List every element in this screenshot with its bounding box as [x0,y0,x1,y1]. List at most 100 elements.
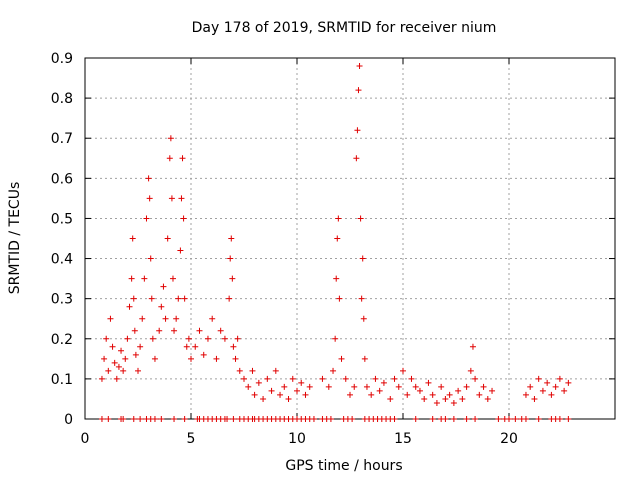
y-tick-label: 0.8 [51,91,73,107]
data-point [118,347,125,354]
data-point [355,87,362,94]
data-point [302,391,309,398]
data-point [141,275,148,282]
data-point [131,327,138,334]
data-point [335,215,342,222]
data-point [113,375,120,382]
data-point [149,335,156,342]
data-point [463,416,470,422]
data-point [333,275,340,282]
data-point [185,335,192,342]
data-point [522,391,529,398]
data-point [372,375,379,382]
data-point [109,343,116,350]
data-point [556,375,563,382]
data-point [425,379,432,386]
data-point [484,395,491,402]
y-tick-label: 0.9 [51,51,73,67]
data-point [412,383,419,390]
data-point [298,379,305,386]
data-point [522,416,529,422]
data-point [506,416,512,422]
y-tick-label: 0.4 [51,252,73,268]
data-point [332,335,339,342]
data-point [489,387,496,394]
data-point [196,327,203,334]
data-point [359,255,366,262]
data-point [433,399,440,406]
data-point [351,383,358,390]
data-point [358,295,365,302]
data-point [260,395,267,402]
data-point [368,391,375,398]
data-point [391,416,398,422]
y-tick-label: 0 [64,412,73,428]
data-point [289,375,296,382]
data-point [310,416,317,422]
data-point [268,387,275,394]
data-point [400,367,406,374]
y-tick-label: 0.6 [51,171,73,187]
data-point [158,416,165,422]
data-point [361,355,368,362]
data-point [179,155,186,162]
data-point [548,391,555,398]
data-point [145,175,152,182]
data-point [151,355,158,362]
data-point [272,367,279,374]
data-point [360,315,367,322]
data-point [178,195,185,202]
data-point [416,387,423,394]
data-point [459,395,466,402]
y-axis: 0 0.1 0.2 0.3 0.4 0.5 0.6 0.7 0.8 0.9 [51,51,615,428]
y-tick-label: 0.3 [51,292,73,308]
data-point [162,315,169,322]
data-point [565,379,572,386]
data-point [105,367,112,374]
data-point [353,155,360,162]
data-point [105,416,112,422]
data-point [181,295,188,302]
data-point [404,391,411,398]
data-point [391,375,398,382]
data-point [354,127,361,134]
data-point [544,379,551,386]
data-point [120,367,127,374]
data-point [139,315,146,322]
data-point [166,155,173,162]
plot-frame [84,57,616,420]
data-point [285,395,292,402]
data-point [380,379,387,386]
data-point [192,343,199,350]
data-point [180,215,187,222]
data-point [169,275,176,282]
data-point [438,383,445,390]
data-point [450,399,457,406]
data-point [469,343,476,350]
data-point [188,355,194,362]
data-point [143,215,150,222]
data-point [306,383,313,390]
data-point [241,375,247,382]
data-point [148,295,155,302]
data-point [408,375,415,382]
x-tick-label: 15 [394,431,412,447]
data-point [236,367,243,374]
x-axis-label: GPS time / hours [285,458,402,474]
data-point [535,416,542,422]
grid [85,58,615,419]
data-point [281,383,288,390]
data-point [130,295,137,302]
data-point [126,303,133,310]
data-point [111,359,118,366]
data-point [356,63,363,70]
data-point [122,355,129,362]
data-point [442,395,449,402]
y-axis-label: SRMTID / TECUs [7,182,23,295]
data-point [472,416,479,422]
data-point [330,367,337,374]
data-point [472,375,479,382]
data-point [224,416,231,422]
data-points [98,63,572,422]
